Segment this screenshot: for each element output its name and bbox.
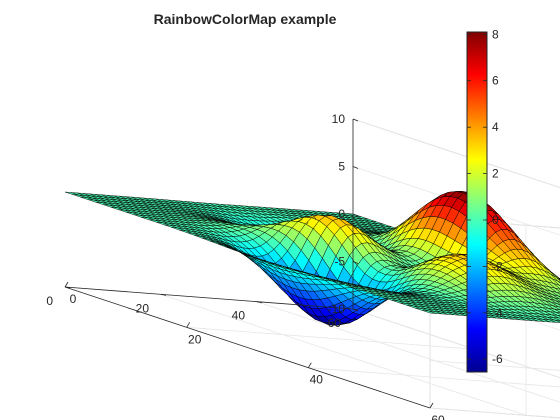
grid-line [430, 408, 560, 420]
z-tick-label: -10 [328, 302, 346, 316]
y-tick-label: 60 [328, 316, 342, 330]
colorbar-tick-label: 6 [492, 74, 499, 88]
x-tick-label: 40 [310, 373, 324, 387]
colorbar-tick-label: 2 [492, 167, 499, 181]
z-tick-label: 0 [338, 207, 345, 221]
grid-line [308, 368, 560, 390]
chart-title: RainbowColorMap example [154, 11, 337, 27]
grid-line [187, 327, 475, 349]
colorbar-tick-label: -4 [492, 306, 503, 320]
z-tick-label: -5 [334, 255, 345, 269]
x-tick-label: 20 [188, 332, 202, 346]
z-tick-label: 5 [338, 160, 345, 174]
x-tick-mark [187, 322, 190, 327]
y-tick-label: 40 [232, 309, 246, 323]
grid-line [353, 309, 560, 420]
colorbar-tick-label: -6 [492, 352, 503, 366]
x-tick-mark [308, 363, 311, 368]
x-tick-label: 60 [431, 413, 445, 420]
x-tick-mark [65, 282, 68, 287]
y-tick-label: 0 [46, 294, 53, 308]
colorbar-gradient [467, 32, 487, 372]
colorbar-tick-label: 8 [492, 27, 499, 41]
colorbar-tick-label: 4 [492, 120, 499, 134]
grid-line [353, 309, 560, 420]
colorbar-tick-label: -2 [492, 259, 503, 273]
back-edge [353, 309, 560, 420]
x-tick-label: 0 [70, 292, 77, 306]
z-tick-label: 10 [332, 112, 346, 126]
y-tick-label: 20 [136, 301, 150, 315]
colorbar: -6 -4 -2 0 2 4 6 8 [467, 27, 503, 372]
x-tick-mark [430, 403, 433, 408]
colorbar-tick-label: 0 [492, 213, 499, 227]
